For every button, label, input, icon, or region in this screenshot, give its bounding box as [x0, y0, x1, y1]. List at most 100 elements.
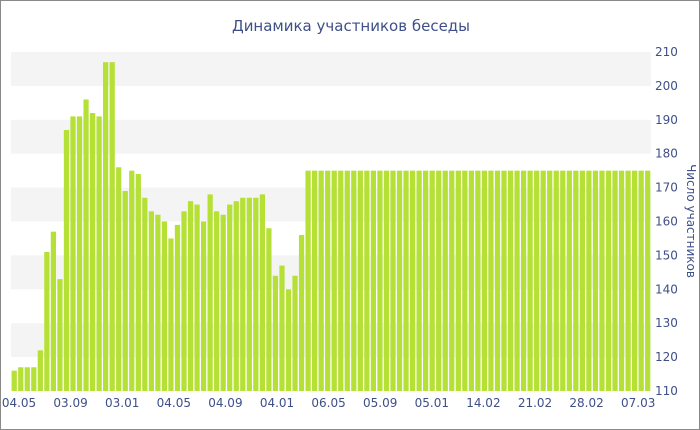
x-tick-label: 21.02: [518, 396, 552, 410]
bar: [599, 170, 605, 391]
bar: [645, 170, 651, 391]
x-tick-label: 05.01: [415, 396, 449, 410]
bar: [89, 113, 96, 392]
x-tick-label: 14.02: [466, 396, 500, 410]
bar: [442, 170, 448, 391]
bar: [285, 289, 292, 391]
bar: [638, 170, 644, 391]
y-tick-label: 170: [655, 181, 678, 195]
x-tick-label: 03.09: [53, 396, 87, 410]
bar: [259, 194, 265, 391]
bar: [318, 170, 324, 391]
bar: [312, 170, 318, 391]
bar: [116, 167, 122, 391]
bar: [24, 367, 30, 391]
bar: [494, 170, 501, 391]
bar: [507, 170, 514, 391]
bar: [187, 201, 194, 391]
bar: [338, 170, 344, 391]
bar: [481, 170, 488, 391]
y-tick-label: 200: [655, 79, 678, 93]
bar: [520, 170, 527, 391]
grid-band: [11, 119, 651, 154]
bar: [266, 228, 272, 391]
bar: [325, 170, 331, 391]
bar: [462, 170, 468, 391]
bar: [279, 265, 285, 391]
bar: [514, 170, 520, 391]
bar: [632, 170, 638, 391]
y-axis-label: Число участников: [684, 164, 698, 278]
x-tick-label: 04.05: [157, 396, 191, 410]
bar: [429, 170, 435, 391]
grid-band: [11, 52, 651, 86]
bar: [625, 170, 631, 391]
y-tick-label: 190: [655, 113, 678, 127]
bar: [377, 170, 383, 391]
bar: [553, 170, 559, 391]
bar: [161, 221, 168, 391]
bar: [475, 170, 481, 391]
bar: [501, 170, 507, 391]
bar: [592, 170, 599, 391]
bar: [181, 211, 187, 391]
bar: [403, 170, 409, 391]
bar: [488, 170, 494, 391]
bar: [129, 170, 135, 391]
bar: [351, 170, 357, 391]
y-tick-label: 210: [655, 45, 678, 59]
bar: [253, 197, 259, 391]
bar: [468, 170, 474, 391]
bar: [540, 170, 546, 391]
bar: [148, 211, 154, 391]
bar: [18, 367, 24, 391]
bar: [409, 170, 416, 391]
bar: [579, 170, 585, 391]
bar: [240, 197, 246, 391]
bar: [142, 197, 148, 391]
x-tick-label: 05.09: [363, 396, 397, 410]
bar: [103, 62, 109, 392]
bar: [233, 201, 239, 391]
bar: [31, 367, 37, 391]
bar: [416, 170, 422, 391]
y-tick-label: 130: [655, 316, 678, 330]
bar: [436, 170, 442, 391]
bar: [246, 197, 252, 391]
bar: [449, 170, 455, 391]
bar: [618, 170, 625, 391]
bar: [527, 170, 533, 391]
bar: [194, 204, 200, 391]
bars: [11, 62, 651, 392]
bar: [560, 170, 566, 391]
bar: [396, 170, 403, 391]
x-tick-label: 07.03: [621, 396, 655, 410]
bar: [534, 170, 540, 391]
bar: [44, 252, 50, 391]
bar: [364, 170, 370, 391]
chart-title: Динамика участников беседы: [232, 17, 470, 35]
bar: [566, 170, 572, 391]
bar: [586, 170, 592, 391]
x-tick-label: 28.02: [569, 396, 603, 410]
y-tick-label: 150: [655, 248, 678, 262]
bar: [96, 116, 102, 391]
y-tick-label: 180: [655, 147, 678, 161]
bar: [423, 170, 429, 391]
bar: [605, 170, 612, 391]
x-tick-label: 04.01: [260, 396, 294, 410]
bar: [155, 214, 161, 391]
bar: [50, 231, 57, 391]
bar: [272, 275, 279, 391]
y-tick-label: 110: [655, 384, 678, 398]
y-tick-label: 120: [655, 350, 678, 364]
bar: [573, 170, 579, 391]
bar: [331, 170, 337, 391]
bar: [370, 170, 377, 391]
y-axis-ticks: 110 120 130 140 150 160 170 180 190 200 210: [655, 45, 678, 398]
bar: [292, 275, 298, 391]
bar: [57, 279, 63, 391]
bar: [390, 170, 396, 391]
